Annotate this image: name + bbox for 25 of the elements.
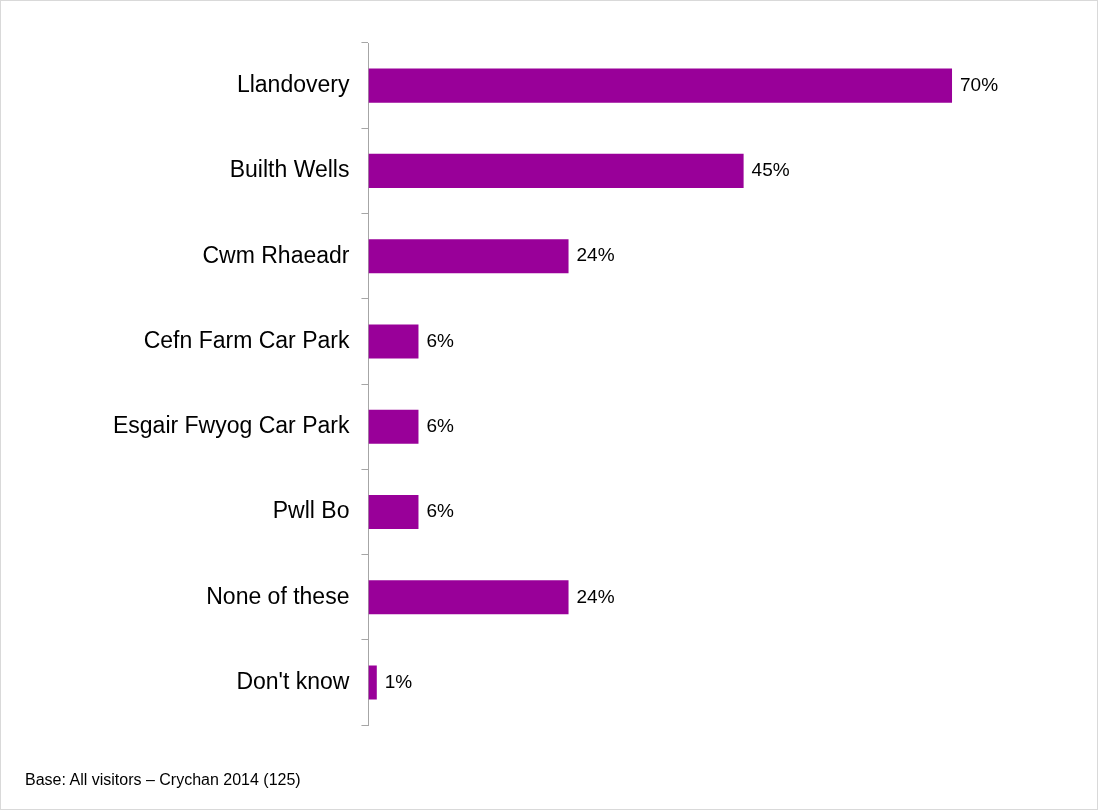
y-tick-label: Cefn Farm Car Park bbox=[143, 326, 350, 353]
y-tick-label: Pwll Bo bbox=[272, 497, 350, 524]
bar bbox=[368, 665, 377, 700]
data-label: 6% bbox=[426, 500, 455, 522]
y-tick-label: Builth Wells bbox=[229, 156, 350, 183]
y-tick-label: Esgair Fwyog Car Park bbox=[112, 412, 350, 439]
bar bbox=[368, 68, 953, 103]
data-label: 1% bbox=[384, 670, 413, 692]
data-label: 6% bbox=[426, 329, 455, 351]
bar bbox=[368, 324, 419, 359]
y-tick-label: Llandovery bbox=[236, 70, 350, 97]
bar bbox=[368, 580, 569, 615]
data-label: 70% bbox=[960, 73, 999, 95]
y-tick-label: Don't know bbox=[236, 667, 350, 694]
data-label: 45% bbox=[751, 159, 790, 181]
data-label: 24% bbox=[576, 244, 615, 266]
text: Base: All visitors – Crychan 2014 (125) bbox=[25, 771, 301, 789]
bar bbox=[368, 153, 744, 188]
y-tick-label: None of these bbox=[206, 582, 350, 609]
data-label: 24% bbox=[576, 585, 615, 607]
y-tick-label: Cwm Rhaeadr bbox=[202, 241, 350, 268]
bar bbox=[368, 239, 569, 274]
bar bbox=[368, 409, 419, 444]
data-label: 6% bbox=[426, 414, 455, 436]
bar bbox=[368, 494, 419, 530]
